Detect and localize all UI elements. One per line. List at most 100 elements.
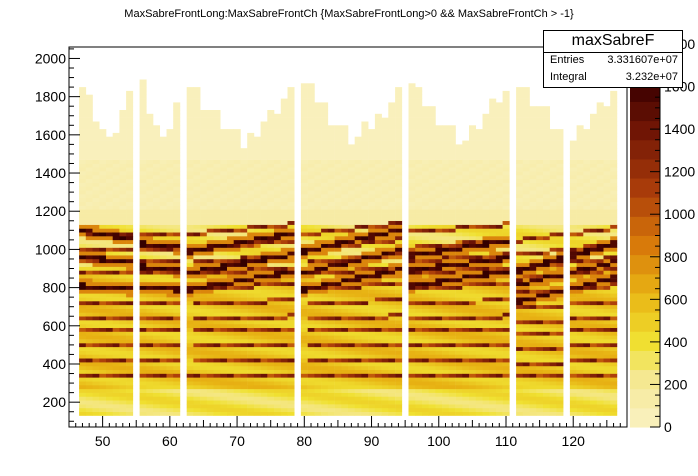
heatmap-cell	[368, 343, 376, 348]
heatmap-cell	[475, 304, 483, 309]
heatmap-cell	[186, 152, 194, 157]
heatmap-cell	[220, 178, 228, 183]
heatmap-cell	[341, 358, 349, 363]
heatmap-cell	[233, 236, 241, 241]
heatmap-cell	[422, 304, 430, 309]
heatmap-cell	[220, 194, 228, 199]
heatmap-cell	[495, 259, 503, 264]
heatmap-cell	[368, 339, 376, 344]
heatmap-cell	[321, 266, 329, 271]
heatmap-cell	[442, 392, 450, 397]
heatmap-cell	[415, 289, 423, 294]
heatmap-cell	[307, 163, 315, 168]
heatmap-cell	[260, 312, 268, 317]
heatmap-cell	[119, 346, 127, 351]
heatmap-cell	[462, 323, 470, 329]
heatmap-cell	[381, 285, 389, 290]
heatmap-cell	[321, 213, 329, 218]
heatmap-cell	[374, 373, 382, 378]
heatmap-cell	[489, 339, 497, 344]
heatmap-cell	[193, 163, 201, 168]
heatmap-cell	[240, 247, 248, 252]
heatmap-cell	[79, 266, 87, 271]
heatmap-cell	[361, 331, 369, 336]
heatmap-cell	[206, 243, 214, 248]
heatmap-cell	[79, 209, 87, 214]
heatmap-cell	[361, 392, 369, 397]
heatmap-cell	[368, 266, 376, 271]
heatmap-cell	[139, 339, 147, 344]
heatmap-cell	[495, 140, 503, 145]
heatmap-cell	[516, 312, 524, 317]
heatmap-cell	[455, 316, 463, 321]
heatmap-cell	[79, 155, 87, 160]
heatmap-cell	[213, 201, 221, 206]
heatmap-cell	[79, 358, 87, 363]
heatmap-cell	[354, 251, 362, 256]
heatmap-cell	[536, 404, 544, 409]
heatmap-cell	[354, 247, 362, 252]
heatmap-cell	[354, 293, 362, 298]
heatmap-cell	[415, 220, 423, 225]
heatmap-cell	[200, 171, 208, 176]
heatmap-cell	[469, 320, 477, 325]
heatmap-cell	[448, 304, 456, 309]
heatmap-cell	[314, 224, 322, 229]
heatmap-cell	[220, 159, 228, 164]
heatmap-cell	[112, 320, 120, 325]
heatmap-cell	[321, 308, 329, 313]
heatmap-cell	[368, 407, 376, 413]
heatmap-cell	[220, 163, 228, 168]
heatmap-cell	[435, 304, 443, 309]
heatmap-cell	[253, 293, 261, 298]
heatmap-cell	[462, 262, 470, 267]
heatmap-cell	[321, 293, 329, 298]
heatmap-cell	[314, 129, 322, 134]
heatmap-cell	[374, 259, 382, 264]
heatmap-cell	[354, 274, 362, 279]
heatmap-cell	[495, 304, 503, 309]
heatmap-cell	[482, 385, 490, 390]
heatmap-cell	[428, 209, 436, 214]
heatmap-cell	[300, 190, 308, 195]
heatmap-cell	[435, 285, 443, 290]
heatmap-cell	[448, 274, 456, 279]
heatmap-cell	[307, 98, 315, 103]
heatmap-cell	[341, 297, 349, 302]
heatmap-cell	[300, 209, 308, 214]
heatmap-cell	[475, 270, 483, 275]
heatmap-cell	[126, 335, 134, 340]
heatmap-cell	[287, 182, 295, 187]
heatmap-cell	[220, 182, 228, 187]
heatmap-cell	[166, 243, 174, 248]
heatmap-cell	[79, 136, 87, 141]
heatmap-cell	[126, 171, 134, 176]
heatmap-cell	[85, 171, 93, 176]
heatmap-cell	[321, 174, 329, 180]
heatmap-cell	[186, 255, 194, 260]
heatmap-cell	[92, 339, 100, 344]
heatmap-cell	[442, 274, 450, 279]
heatmap-cell	[482, 396, 490, 401]
heatmap-cell	[475, 251, 483, 256]
heatmap-cell	[253, 400, 261, 405]
heatmap-cell	[455, 320, 463, 325]
heatmap-cell	[300, 117, 308, 122]
heatmap-cell	[99, 377, 107, 382]
heatmap-cell	[334, 343, 342, 348]
heatmap-cell	[388, 247, 396, 252]
heatmap-cell	[300, 316, 308, 321]
heatmap-cell	[442, 178, 450, 183]
heatmap-cell	[354, 316, 362, 321]
heatmap-cell	[442, 312, 450, 317]
heatmap-cell	[408, 255, 416, 260]
heatmap-cell	[112, 140, 120, 145]
heatmap-cell	[233, 285, 241, 290]
heatmap-cell	[415, 247, 423, 252]
heatmap-cell	[280, 262, 288, 267]
heatmap-cell	[428, 213, 436, 218]
heatmap-cell	[193, 388, 201, 393]
heatmap-cell	[408, 350, 416, 355]
heatmap-cell	[327, 304, 335, 309]
heatmap-cell	[529, 308, 537, 313]
